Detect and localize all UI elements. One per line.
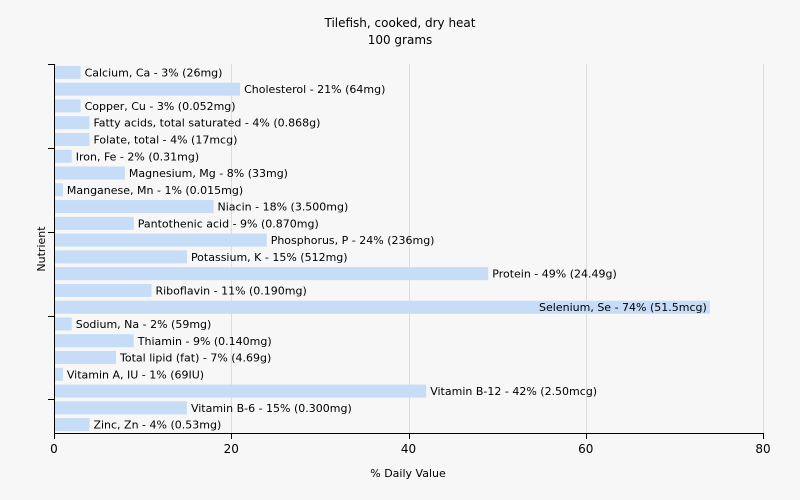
bar-label: Copper, Cu - 3% (0.052mg) (85, 100, 236, 113)
bar (55, 132, 90, 146)
bar-label: Phosphorus, P - 24% (236mg) (271, 234, 435, 247)
bar (55, 250, 187, 264)
bar-label: Riboflavin - 11% (0.190mg) (155, 284, 306, 297)
bar-label: Selenium, Se - 74% (51.5mcg) (539, 301, 707, 314)
bar-label: Sodium, Na - 2% (59mg) (76, 318, 212, 331)
bar (55, 233, 267, 247)
bar (55, 99, 81, 113)
x-axis-label: % Daily Value (370, 467, 446, 480)
x-tick-label: 0 (50, 442, 58, 456)
bar (55, 200, 214, 214)
bar-label: Niacin - 18% (3.500mg) (218, 201, 349, 214)
bar-label: Calcium, Ca - 3% (26mg) (85, 66, 223, 79)
bar (55, 183, 63, 197)
bar-label: Manganese, Mn - 1% (0.015mg) (67, 184, 243, 197)
bar-label: Thiamin - 9% (0.140mg) (137, 335, 272, 348)
x-tick-label: 40 (401, 442, 416, 456)
bar (55, 283, 152, 297)
bar (55, 216, 134, 230)
bar (55, 401, 187, 415)
chart-subtitle: 100 grams (368, 33, 433, 47)
bar (55, 300, 710, 314)
bar (55, 384, 427, 398)
x-tick-label: 20 (224, 442, 239, 456)
bar-label: Folate, total - 4% (17mcg) (93, 133, 237, 146)
bar (55, 65, 81, 79)
bar (55, 317, 72, 331)
bar-label: Magnesium, Mg - 8% (33mg) (129, 167, 288, 180)
bar-label: Protein - 49% (24.49g) (492, 268, 617, 281)
bar-label: Fatty acids, total saturated - 4% (0.868… (93, 117, 320, 130)
axes: 0 20 40 60 80 (48, 64, 771, 456)
bar (55, 82, 241, 96)
bars: Calcium, Ca - 3% (26mg) Cholesterol - 21%… (55, 65, 710, 432)
bar (55, 334, 134, 348)
bar-label: Potassium, K - 15% (512mg) (191, 251, 348, 264)
bar-label: Pantothenic acid - 9% (0.870mg) (138, 217, 319, 230)
bar (55, 149, 72, 163)
bar (55, 116, 90, 130)
bar-label: Vitamin B-12 - 42% (2.50mcg) (430, 385, 597, 398)
bar (55, 166, 125, 180)
chart-title: Tilefish, cooked, dry heat (323, 16, 475, 30)
bar-label: Cholesterol - 21% (64mg) (244, 83, 385, 96)
y-axis-label: Nutrient (35, 226, 48, 272)
bar-label: Vitamin B-6 - 15% (0.300mg) (191, 402, 352, 415)
grid (231, 64, 764, 433)
bar-label: Vitamin A, IU - 1% (69IU) (67, 368, 204, 381)
x-tick-label: 80 (755, 442, 770, 456)
bar-label: Zinc, Zn - 4% (0.53mg) (93, 419, 221, 432)
bar (55, 351, 117, 365)
bar-label: Iron, Fe - 2% (0.31mg) (76, 150, 199, 163)
bar (55, 267, 489, 281)
bar-label: Total lipid (fat) - 7% (4.69g) (119, 352, 271, 365)
bar (55, 367, 63, 381)
x-tick-label: 60 (578, 442, 593, 456)
bar (55, 418, 90, 432)
